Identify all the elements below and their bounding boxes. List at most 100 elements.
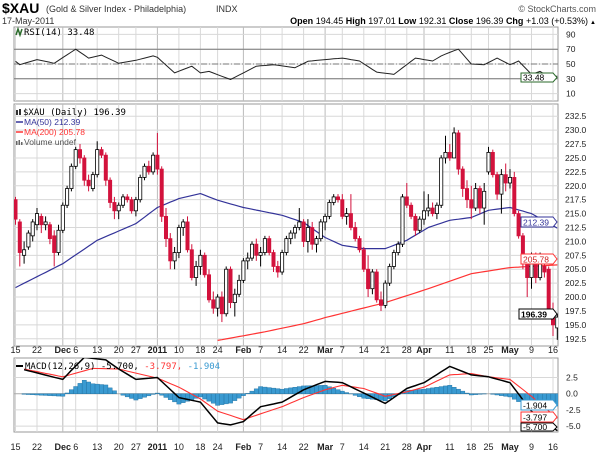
candle xyxy=(66,186,69,208)
rsi-last-tag: 33.48 xyxy=(521,73,557,83)
histogram-bar xyxy=(160,394,164,396)
x-tick-label: 28 xyxy=(402,442,412,452)
macd-tick-label: 0.0 xyxy=(566,389,578,399)
legend-volume: Volume undef xyxy=(24,137,77,147)
x-tick-label: 14 xyxy=(277,345,287,355)
x-tick-label: Dec xyxy=(55,345,72,355)
x-tick-label: 2011 xyxy=(148,345,168,355)
candle-body xyxy=(207,275,210,300)
candle xyxy=(517,211,520,239)
open-value: 194.45 xyxy=(316,16,344,26)
histogram-bar xyxy=(473,394,477,395)
candle xyxy=(229,266,232,308)
histogram-bar xyxy=(147,394,151,396)
candle-body xyxy=(91,175,94,189)
histogram-bar xyxy=(61,394,65,397)
price-tick-label: 195.0 xyxy=(565,320,587,330)
x-tick-label: Dec xyxy=(55,442,72,452)
x-tick-label: 20 xyxy=(114,345,124,355)
price-tick-label: 222.5 xyxy=(565,167,587,177)
candle-body xyxy=(362,250,365,269)
candle-body xyxy=(100,150,103,156)
candle-body xyxy=(250,244,253,258)
candle xyxy=(268,236,271,255)
candle-body xyxy=(332,197,335,203)
histogram-bar xyxy=(164,394,168,398)
candle-body xyxy=(255,244,258,255)
candle-body xyxy=(53,236,56,253)
histogram-bar xyxy=(499,394,503,396)
rsi-legend: RSI(14) 33.48 xyxy=(16,28,94,38)
candle-body xyxy=(31,222,34,236)
price-tick-label: 197.5 xyxy=(565,306,587,316)
candle-body xyxy=(57,230,60,252)
x-tick-label: Mar xyxy=(317,442,334,452)
candle-body xyxy=(104,155,107,180)
candle-body xyxy=(328,202,331,216)
quote-date: 17-May-2011 xyxy=(2,16,54,26)
svg-text:-5.700: -5.700 xyxy=(523,422,547,432)
candle-body xyxy=(276,266,279,272)
candle-body xyxy=(182,222,185,228)
candle xyxy=(285,236,288,255)
candle-body xyxy=(418,219,421,230)
candle xyxy=(190,244,193,280)
candle-body xyxy=(414,216,417,230)
histogram-bar xyxy=(478,394,482,395)
x-tick-label: May xyxy=(501,442,519,452)
candle-body xyxy=(302,222,305,241)
histogram-bar xyxy=(422,389,426,394)
candle-body xyxy=(453,133,456,158)
candle xyxy=(457,130,460,175)
candle-body xyxy=(23,250,26,256)
histogram-bar xyxy=(357,394,361,397)
candle-body xyxy=(87,180,90,186)
candle-body xyxy=(483,191,486,208)
rsi-tick-label: 10 xyxy=(566,89,576,99)
candle-body xyxy=(130,200,133,211)
x-tick-label: 13 xyxy=(92,442,102,452)
candle-body xyxy=(448,152,451,158)
candle-body xyxy=(358,239,361,250)
candle-body xyxy=(465,189,468,200)
candle-body xyxy=(457,133,460,169)
candle-body xyxy=(147,166,150,172)
candle-body xyxy=(478,189,481,208)
candle-body xyxy=(526,264,529,278)
candle-body xyxy=(152,155,155,172)
histogram-bar xyxy=(254,389,258,394)
close-value: 196.39 xyxy=(476,16,504,26)
histogram-bar xyxy=(138,394,142,399)
candle xyxy=(91,172,94,191)
candle-body xyxy=(18,222,21,253)
candle-body xyxy=(66,189,69,206)
x-tick-label: 25 xyxy=(483,442,493,452)
candle-body xyxy=(336,197,339,200)
candle-body xyxy=(186,222,189,250)
candle-body xyxy=(229,269,232,302)
histogram-bar xyxy=(35,394,39,395)
candle-body xyxy=(345,214,348,217)
x-tick-label: 7 xyxy=(340,442,345,452)
candle xyxy=(491,150,494,178)
candle-body xyxy=(139,177,142,199)
candle xyxy=(130,197,133,214)
candle-body xyxy=(375,272,378,300)
x-tick-label: 9 xyxy=(529,345,534,355)
price-tick-label: 217.5 xyxy=(565,195,587,205)
candle-body xyxy=(367,269,370,288)
histogram-bar xyxy=(276,389,280,394)
candle xyxy=(319,219,322,241)
candle xyxy=(263,236,266,255)
x-tick-label: 18 xyxy=(466,442,476,452)
price-tick-label: 202.5 xyxy=(565,278,587,288)
histogram-bar xyxy=(82,380,86,393)
candle-body xyxy=(427,208,430,211)
candle-body xyxy=(384,283,387,305)
histogram-bar xyxy=(233,394,237,401)
candle xyxy=(61,202,64,233)
histogram-bar xyxy=(43,394,47,396)
candle-body xyxy=(143,166,146,177)
histogram-bar xyxy=(224,394,228,404)
candle-body xyxy=(195,266,198,277)
